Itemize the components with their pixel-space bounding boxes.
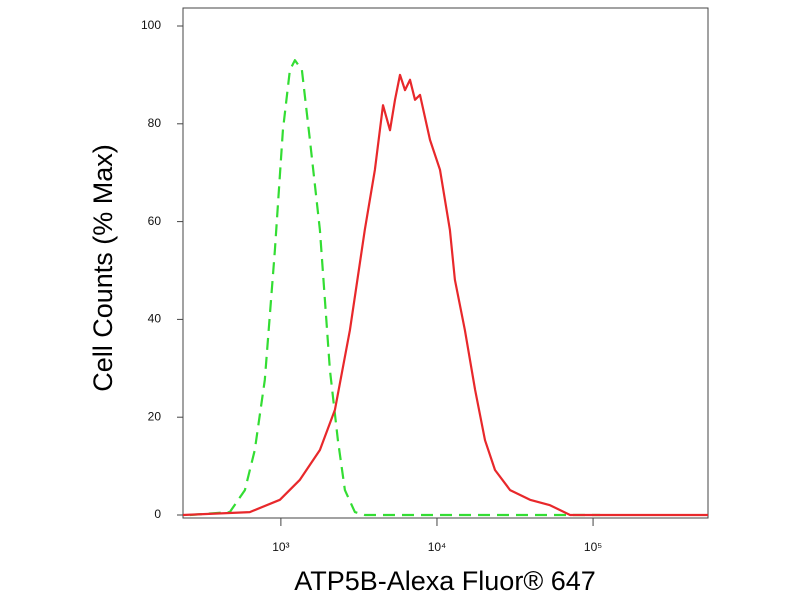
y-tick-label: 0	[154, 507, 161, 521]
x-tick-label: 10³	[272, 540, 289, 554]
y-tick-label: 80	[148, 116, 162, 130]
series-line	[189, 59, 601, 517]
y-tick-label: 60	[148, 214, 162, 228]
y-axis-label: Cell Counts (% Max)	[88, 144, 118, 392]
y-tick-label: 20	[148, 409, 162, 423]
y-tick-label: 100	[141, 18, 161, 32]
plot-frame	[182, 7, 709, 519]
y-tick-label: 40	[148, 312, 162, 326]
x-tick-label: 10⁵	[584, 540, 602, 554]
x-axis-label: ATP5B-Alexa Fluor® 647	[294, 566, 596, 596]
series-line	[182, 73, 708, 517]
x-tick-label: 10⁴	[428, 540, 447, 554]
